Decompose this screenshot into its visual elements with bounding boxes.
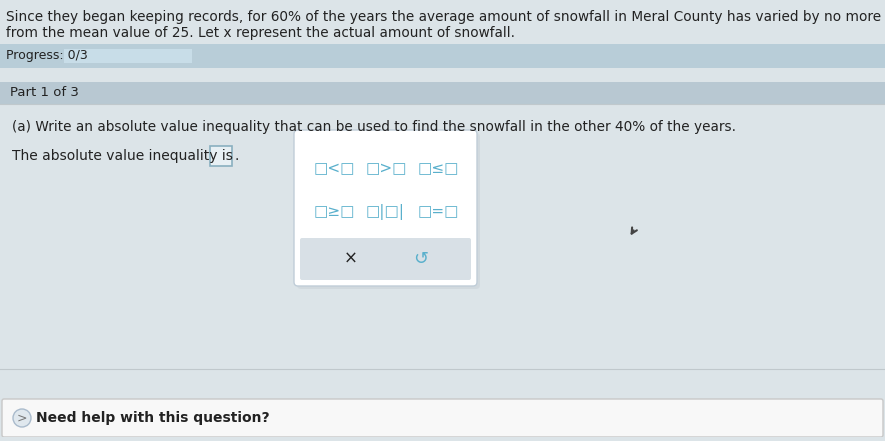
Text: ↺: ↺ <box>413 250 428 268</box>
Bar <box>0 104 885 369</box>
Text: >: > <box>17 411 27 425</box>
Bar <box>302 240 469 278</box>
Text: □>□: □>□ <box>366 161 407 176</box>
Text: .: . <box>234 149 238 163</box>
Text: Part 1 of 3: Part 1 of 3 <box>10 86 79 100</box>
Text: □≤□: □≤□ <box>418 161 459 176</box>
Text: □=□: □=□ <box>418 205 459 220</box>
Text: □<□: □<□ <box>314 161 356 176</box>
Text: □≥□: □≥□ <box>314 205 356 220</box>
FancyBboxPatch shape <box>210 146 232 166</box>
Text: □|□|: □|□| <box>366 204 405 220</box>
Bar <box>0 437 885 441</box>
Text: (a) Write an absolute value inequality that can be used to find the snowfall in : (a) Write an absolute value inequality t… <box>12 120 736 134</box>
Text: Since they began keeping records, for 60% of the years the average amount of sno: Since they began keeping records, for 60… <box>6 10 885 24</box>
Circle shape <box>13 409 31 427</box>
Bar <box>0 68 885 82</box>
FancyBboxPatch shape <box>297 133 480 289</box>
Text: Need help with this question?: Need help with this question? <box>36 411 270 425</box>
FancyBboxPatch shape <box>294 130 477 286</box>
Text: Progress: 0/3: Progress: 0/3 <box>6 49 88 63</box>
Text: from the mean value of 25. Let x represent the actual amount of snowfall.: from the mean value of 25. Let x represe… <box>6 26 515 40</box>
FancyBboxPatch shape <box>300 238 471 280</box>
Bar <box>0 44 885 68</box>
Bar <box>0 82 885 104</box>
FancyBboxPatch shape <box>2 399 883 437</box>
Text: ×: × <box>343 250 358 268</box>
Bar <box>64 49 192 63</box>
Text: The absolute value inequality is: The absolute value inequality is <box>12 149 233 163</box>
Bar <box>0 369 885 399</box>
